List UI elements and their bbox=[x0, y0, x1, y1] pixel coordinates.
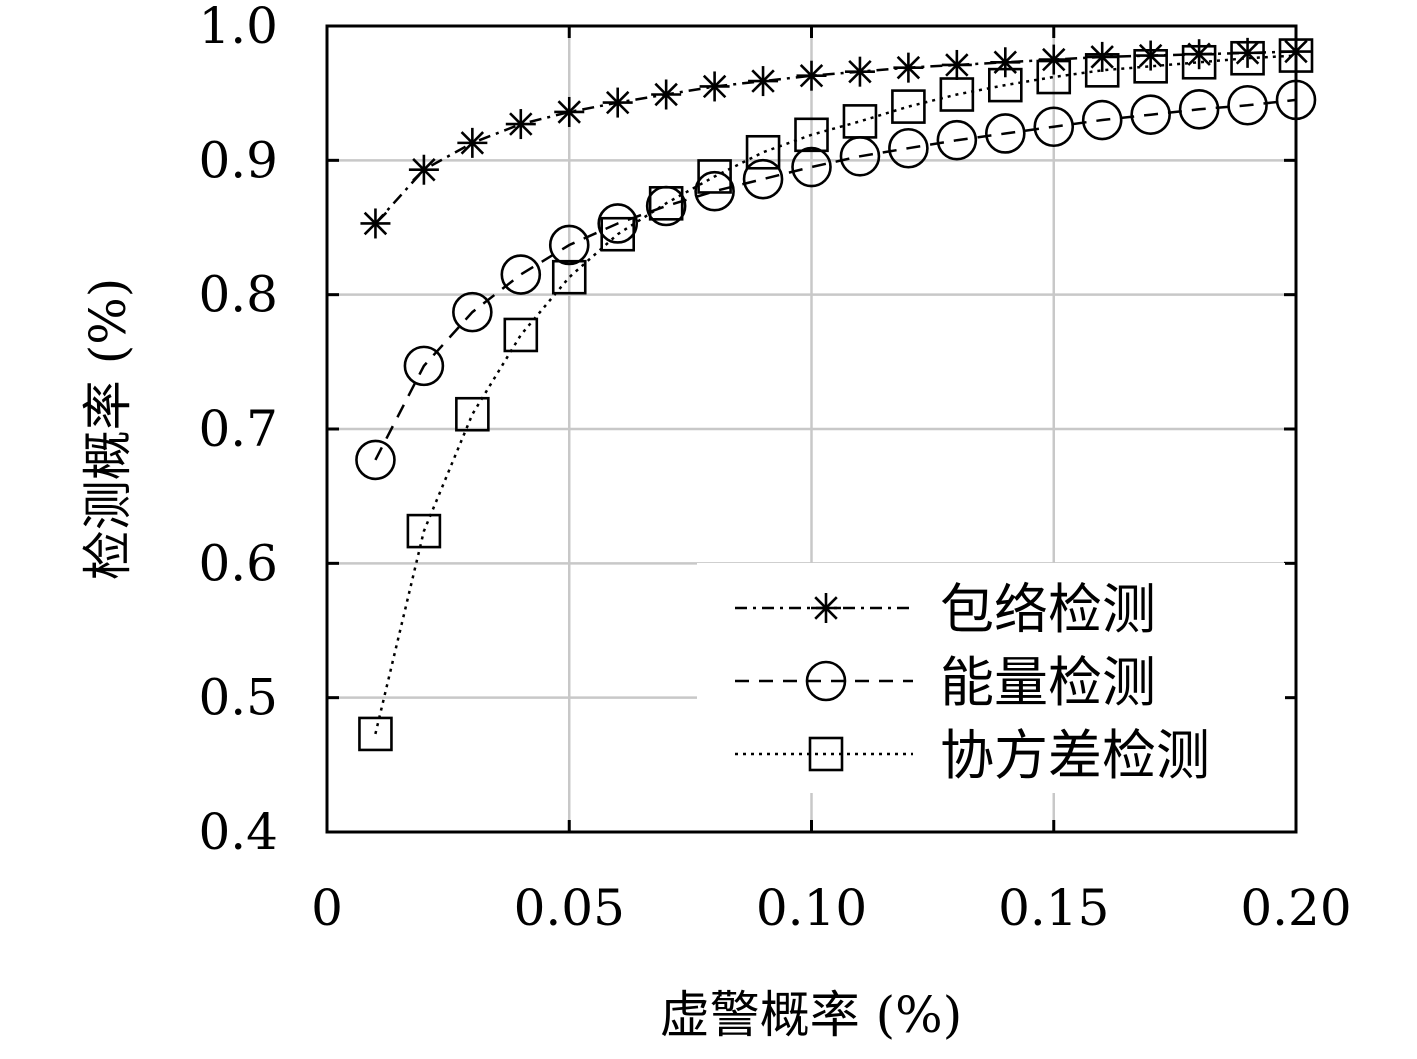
x-tick-label: 0 bbox=[311, 879, 343, 937]
legend-box bbox=[697, 563, 1285, 793]
data-point bbox=[888, 127, 929, 169]
y-axis-title: 检测概率 (%) bbox=[79, 278, 137, 580]
data-point bbox=[984, 113, 1026, 154]
x-tick-label: 0.05 bbox=[514, 879, 625, 937]
data-point bbox=[1036, 59, 1072, 95]
data-point bbox=[597, 203, 639, 244]
data-point bbox=[748, 66, 779, 97]
data-point bbox=[500, 254, 542, 295]
legend-label: 协方差检测 bbox=[940, 724, 1210, 787]
data-point bbox=[600, 216, 636, 252]
data-point bbox=[939, 77, 975, 112]
axes bbox=[325, 24, 1298, 834]
circle-marker bbox=[805, 660, 847, 702]
tick-labels: 0 0.05 0.10 0.15 0.20 0.4 0.5 0.6 0.7 0.8 0.9 1.0 bbox=[198, 0, 1351, 937]
data-point bbox=[406, 513, 442, 549]
data-point bbox=[893, 52, 924, 83]
x-tick-label: 0.20 bbox=[1240, 879, 1351, 937]
data-point bbox=[796, 60, 827, 91]
data-point bbox=[1133, 48, 1168, 84]
data-point bbox=[648, 186, 684, 221]
data-point bbox=[408, 154, 439, 185]
data-point bbox=[794, 117, 829, 153]
data-point bbox=[1178, 88, 1220, 130]
data-point bbox=[745, 134, 781, 170]
series-line bbox=[374, 54, 1297, 735]
series-2 bbox=[355, 79, 1317, 481]
y-tick-label: 0.6 bbox=[198, 534, 278, 592]
data-point bbox=[842, 104, 878, 139]
square-marker bbox=[808, 736, 844, 772]
data-point bbox=[694, 170, 735, 212]
data-point bbox=[1033, 106, 1075, 148]
data-point bbox=[987, 67, 1023, 103]
data-point bbox=[358, 716, 393, 752]
data-point bbox=[1087, 41, 1118, 72]
x-axis-title: 虚警概率 (%) bbox=[660, 986, 962, 1044]
x-tick-label: 0.15 bbox=[998, 879, 1109, 937]
data-point bbox=[505, 109, 536, 140]
series-1 bbox=[360, 36, 1311, 239]
data-point bbox=[455, 396, 490, 432]
data-point bbox=[844, 56, 875, 87]
series-layer bbox=[355, 36, 1317, 752]
data-point bbox=[697, 159, 732, 194]
legend-label: 能量检测 bbox=[940, 651, 1156, 714]
data-point bbox=[941, 49, 972, 80]
data-point bbox=[742, 158, 784, 200]
data-point bbox=[503, 317, 539, 353]
y-tick-label: 1.0 bbox=[198, 0, 278, 55]
data-point bbox=[602, 87, 633, 118]
data-point bbox=[452, 291, 493, 333]
legend-item: 包络检测 bbox=[735, 578, 1156, 641]
data-point bbox=[1181, 44, 1217, 80]
data-point bbox=[791, 146, 832, 188]
y-tick-label: 0.9 bbox=[198, 131, 278, 189]
data-point bbox=[699, 71, 730, 102]
y-tick-label: 0.4 bbox=[198, 803, 278, 861]
legend-label: 包络检测 bbox=[940, 578, 1156, 641]
data-point bbox=[1084, 53, 1120, 88]
data-point bbox=[1135, 40, 1166, 71]
data-point bbox=[551, 259, 587, 295]
series-line bbox=[374, 50, 1297, 225]
data-point bbox=[891, 89, 926, 124]
data-point bbox=[936, 119, 978, 161]
data-point bbox=[360, 208, 391, 239]
data-point bbox=[355, 439, 396, 481]
data-point bbox=[403, 345, 445, 387]
x-tick-label: 0.10 bbox=[756, 879, 867, 937]
data-point bbox=[1227, 84, 1268, 126]
data-point bbox=[1038, 44, 1069, 75]
legend-item: 能量检测 bbox=[735, 651, 1156, 714]
data-point bbox=[1130, 94, 1171, 135]
y-tick-label: 0.8 bbox=[198, 266, 278, 324]
data-point bbox=[651, 79, 682, 110]
data-point bbox=[548, 224, 590, 266]
y-tick-label: 0.7 bbox=[198, 400, 278, 458]
series-line bbox=[374, 98, 1297, 461]
y-tick-label: 0.5 bbox=[198, 669, 278, 727]
data-point bbox=[1230, 40, 1265, 76]
legend-item: 协方差检测 bbox=[735, 724, 1210, 787]
data-point bbox=[990, 47, 1021, 78]
data-point bbox=[1081, 99, 1123, 141]
data-point bbox=[1184, 39, 1215, 70]
asterisk-marker bbox=[811, 593, 841, 623]
data-point bbox=[457, 127, 488, 158]
data-point bbox=[554, 96, 585, 127]
